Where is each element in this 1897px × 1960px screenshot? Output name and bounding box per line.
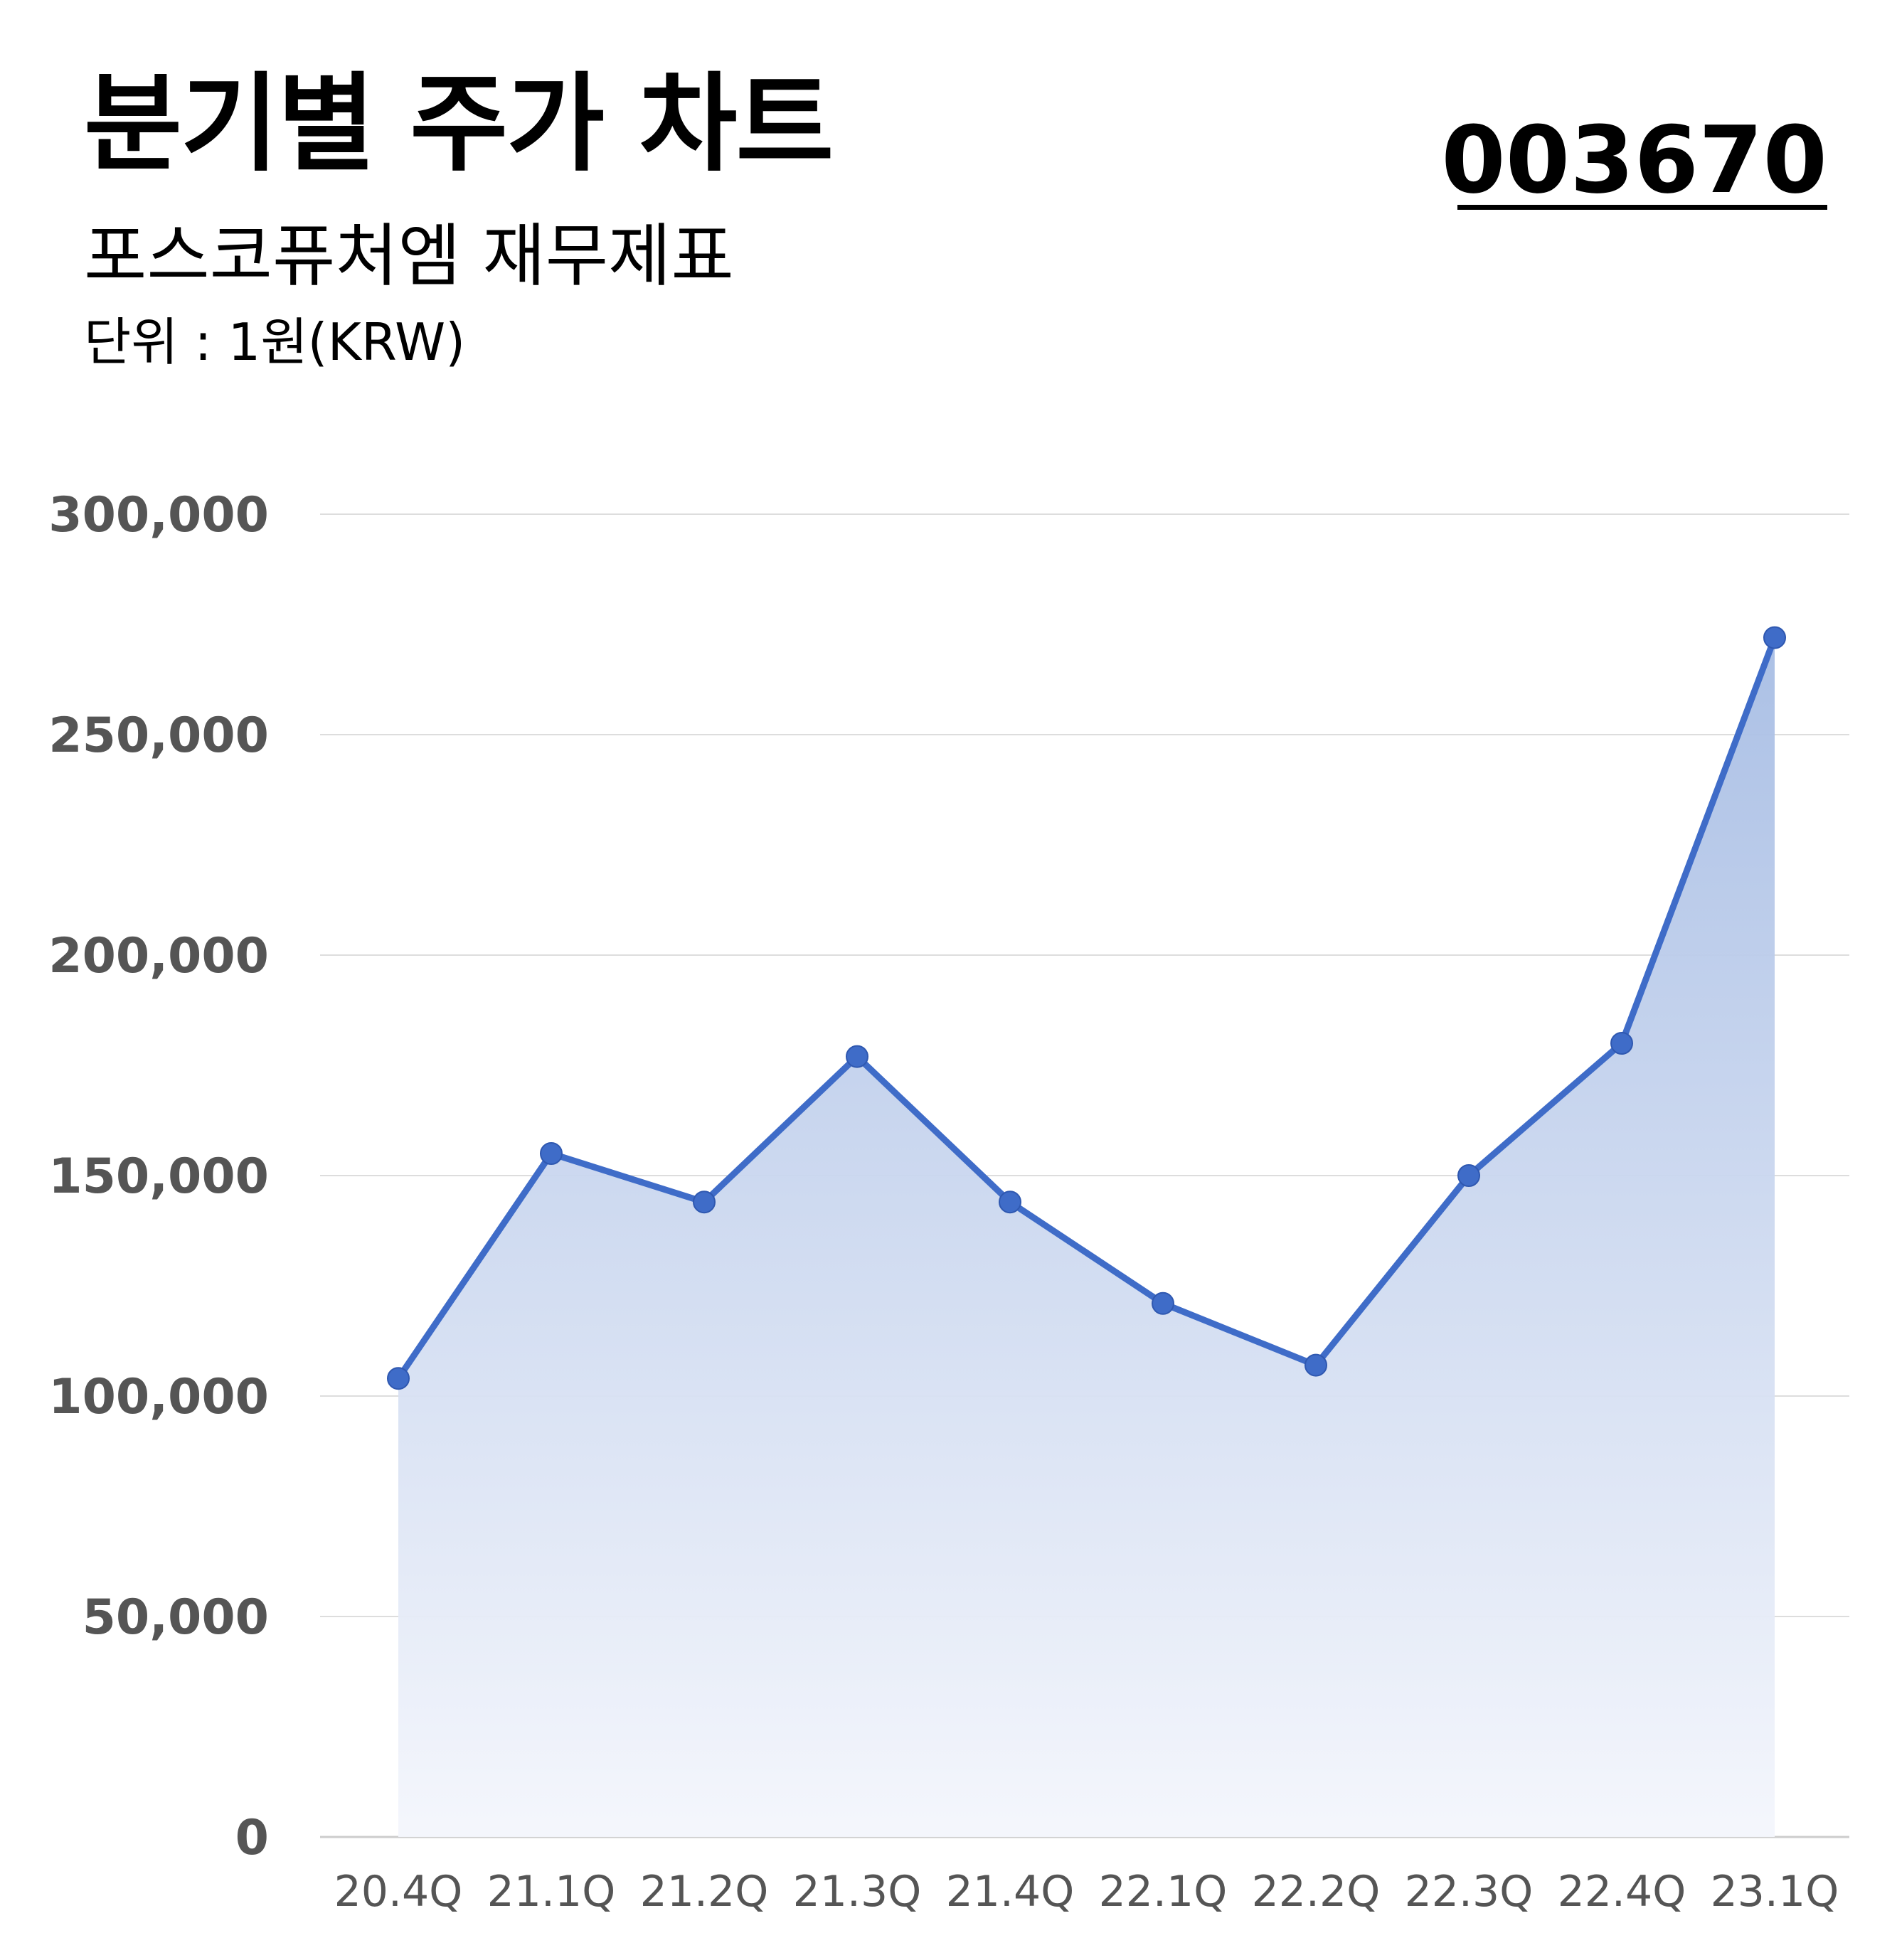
- data-point: [540, 1142, 563, 1165]
- stock-code-underline: [1457, 205, 1827, 210]
- area-fill-group: [398, 637, 1775, 1837]
- data-point: [846, 1045, 868, 1068]
- x-tick-label: 22.1Q: [1099, 1867, 1228, 1917]
- y-tick-label: 100,000: [48, 1369, 269, 1425]
- data-point: [1304, 1353, 1327, 1377]
- data-point: [1763, 626, 1786, 649]
- chart-title: 분기별 주가 차트: [84, 63, 834, 186]
- x-tick-label: 22.4Q: [1558, 1867, 1686, 1917]
- series-line-group: [395, 634, 1778, 1382]
- y-tick-label: 150,000: [48, 1149, 269, 1205]
- x-tick-label: 22.3Q: [1405, 1867, 1534, 1917]
- x-tick-label: 22.2Q: [1252, 1867, 1381, 1917]
- y-tick-label: 50,000: [83, 1589, 269, 1646]
- data-point: [693, 1191, 716, 1214]
- data-point: [1152, 1291, 1174, 1315]
- x-tick-label: 21.4Q: [946, 1867, 1075, 1917]
- data-point: [999, 1191, 1021, 1214]
- x-tick-label: 21.1Q: [487, 1867, 616, 1917]
- area-fill: [398, 637, 1775, 1837]
- x-tick-label: 21.2Q: [640, 1867, 769, 1917]
- y-tick-label: 300,000: [48, 487, 269, 543]
- data-point: [387, 1367, 410, 1390]
- series-line: [395, 634, 1778, 1382]
- stock-code: 003670: [1441, 106, 1827, 214]
- x-axis-ticks: 20.4Q 21.1Q 21.2Q 21.3Q 21.4Q 22.1Q 22.2Q 22.3Q…: [334, 1867, 1839, 1917]
- chart-subtitle: 포스코퓨처엠 재무제표: [84, 216, 734, 296]
- unit-label: 단위 : 1원(KRW): [84, 312, 466, 372]
- x-tick-label: 21.3Q: [793, 1867, 922, 1917]
- x-tick-label: 23.1Q: [1711, 1867, 1839, 1917]
- y-axis-ticks: 0 50,000 100,000 150,000 200,000 250,000 300,0…: [48, 487, 269, 1866]
- data-points: [387, 626, 1786, 1390]
- y-tick-label: 0: [235, 1810, 269, 1866]
- y-tick-label: 250,000: [48, 708, 269, 764]
- y-tick-label: 200,000: [48, 928, 269, 984]
- data-point: [1610, 1032, 1633, 1055]
- data-point: [1457, 1164, 1480, 1187]
- x-tick-label: 20.4Q: [334, 1867, 463, 1917]
